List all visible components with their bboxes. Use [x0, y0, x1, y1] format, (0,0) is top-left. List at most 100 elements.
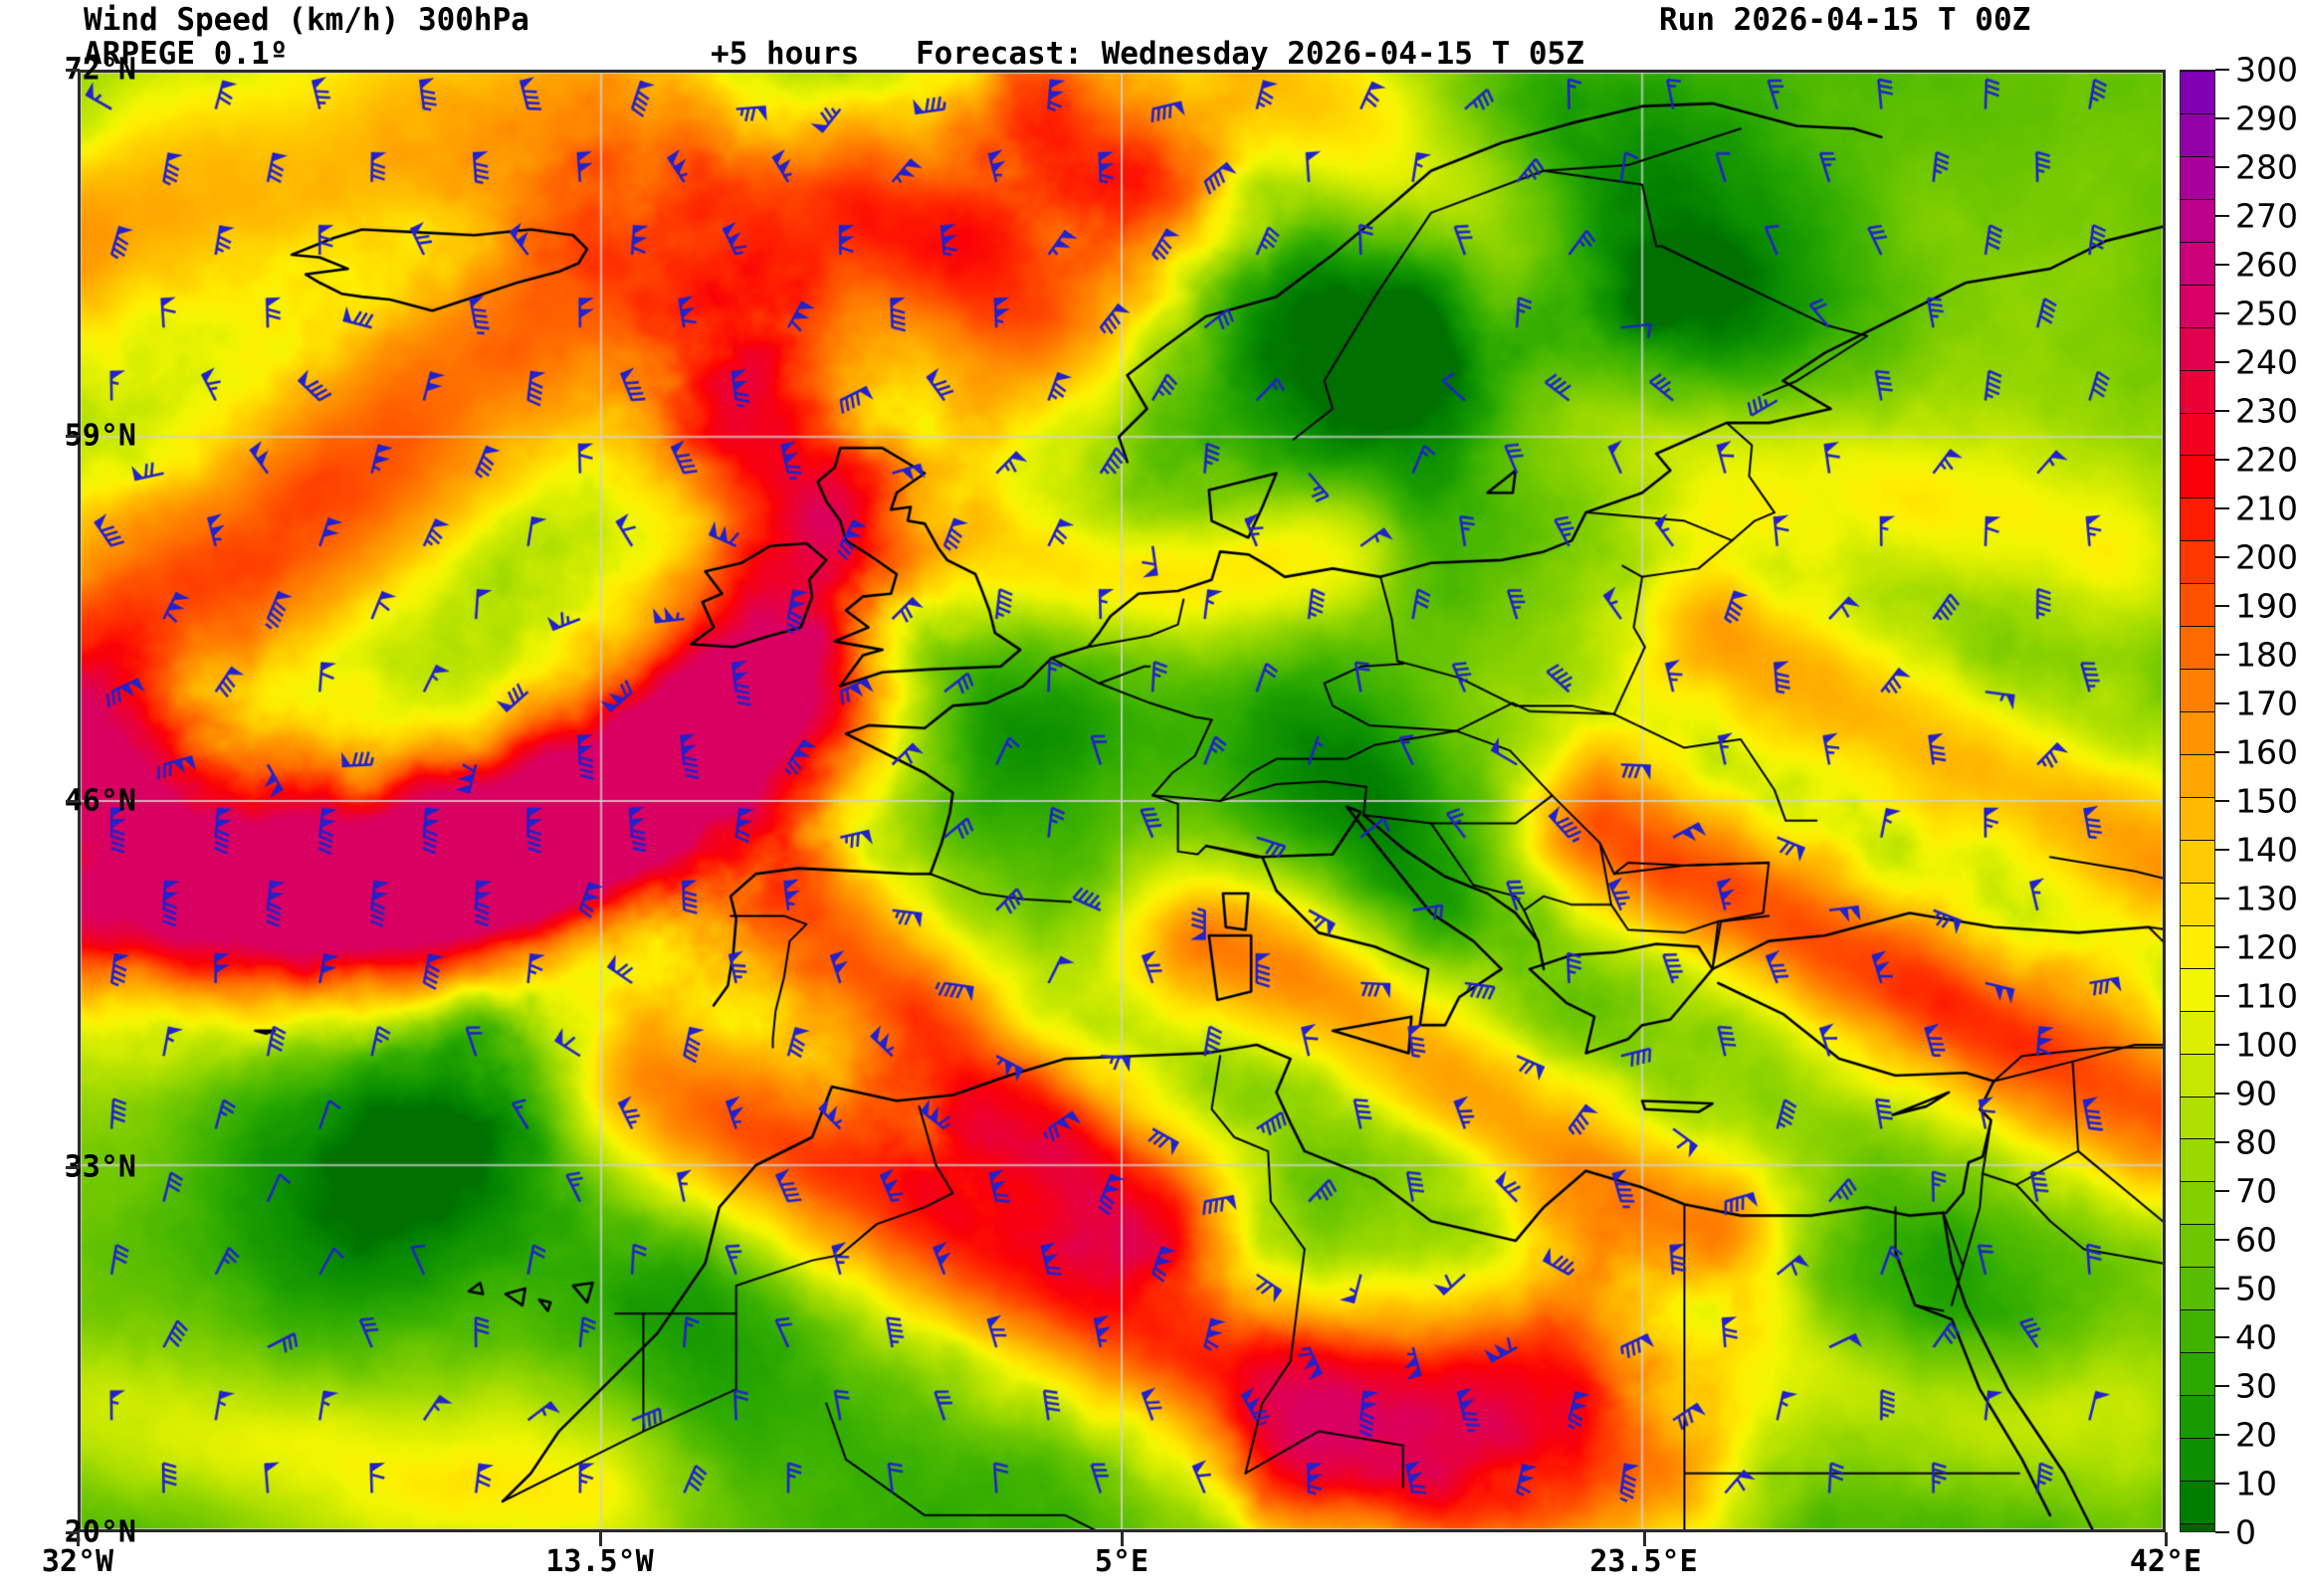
- colorbar-tick-label: 270: [2235, 196, 2298, 236]
- colorbar-segment: [2181, 967, 2214, 1011]
- colorbar-segment: [2181, 241, 2214, 285]
- colorbar-tick-label: 100: [2235, 1025, 2298, 1065]
- colorbar-tick-mark: [2215, 800, 2229, 802]
- colorbar-tick-label: 180: [2235, 635, 2298, 675]
- colorbar-tick-mark: [2215, 1434, 2229, 1436]
- colorbar-tick-label: 110: [2235, 976, 2298, 1016]
- colorbar-segment: [2181, 583, 2214, 627]
- colorbar-segment: [2181, 882, 2214, 925]
- colorbar-tick-label: 200: [2235, 537, 2298, 577]
- colorbar-tick-mark: [2215, 751, 2229, 753]
- colorbar-segment: [2181, 1309, 2214, 1353]
- colorbar-tick-label: 10: [2235, 1464, 2277, 1503]
- lon-tick-mark: [1121, 1532, 1124, 1546]
- colorbar-tick-mark: [2215, 1239, 2229, 1241]
- lon-tick-label: 23.5°E: [1589, 1544, 1698, 1579]
- colorbar-tick-mark: [2215, 1336, 2229, 1338]
- colorbar-tick-label: 80: [2235, 1122, 2277, 1162]
- colorbar-tick-mark: [2215, 312, 2229, 314]
- colorbar-segment: [2181, 540, 2214, 584]
- lat-tick-mark: [66, 1531, 80, 1534]
- colorbar-tick-mark: [2215, 1190, 2229, 1192]
- lat-tick-mark: [66, 800, 80, 803]
- colorbar-tick-mark: [2215, 507, 2229, 509]
- colorbar-tick-label: 240: [2235, 342, 2298, 382]
- colorbar-segment: [2181, 284, 2214, 327]
- colorbar-tick-label: 170: [2235, 684, 2298, 723]
- colorbar-tick-mark: [2215, 264, 2229, 266]
- colorbar-tick-mark: [2215, 215, 2229, 217]
- colorbar-tick-label: 210: [2235, 489, 2298, 528]
- colorbar-segment: [2181, 155, 2214, 199]
- page-title: Wind Speed (km/h) 300hPa: [84, 2, 529, 38]
- colorbar-tick-mark: [2215, 1483, 2229, 1485]
- header-bar: Wind Speed (km/h) 300hPa ARPEGE 0.1º +5 …: [0, 0, 2302, 72]
- colorbar-tick-mark: [2215, 1531, 2229, 1533]
- colorbar-segment: [2181, 1010, 2214, 1054]
- colorbar-segment: [2181, 369, 2214, 413]
- colorbar-tick-mark: [2215, 1044, 2229, 1046]
- colorbar-tick-label: 130: [2235, 879, 2298, 918]
- colorbar-tick-mark: [2215, 654, 2229, 656]
- colorbar-segment: [2181, 711, 2214, 754]
- colorbar-segment: [2181, 1096, 2214, 1139]
- colorbar-tick-mark: [2215, 459, 2229, 461]
- colorbar-segment: [2181, 839, 2214, 883]
- lat-tick-mark: [66, 69, 80, 72]
- colorbar-tick-mark: [2215, 117, 2229, 119]
- colorbar-tick-label: 50: [2235, 1269, 2277, 1308]
- colorbar-segment: [2181, 112, 2214, 156]
- map-plot-area[interactable]: [78, 70, 2166, 1532]
- colorbar-segment: [2181, 1438, 2214, 1481]
- lat-tick-mark: [66, 1165, 80, 1169]
- colorbar-segment: [2181, 1395, 2214, 1438]
- colorbar-segment: [2181, 498, 2214, 541]
- colorbar: [2180, 70, 2215, 1532]
- colorbar-tick-mark: [2215, 1288, 2229, 1290]
- colorbar-tick-label: 60: [2235, 1220, 2277, 1260]
- colorbar-segment: [2181, 71, 2214, 113]
- colorbar-segment: [2181, 626, 2214, 670]
- colorbar-tick-mark: [2215, 605, 2229, 607]
- model-label: ARPEGE 0.1º: [84, 36, 289, 72]
- colorbar-tick-label: 300: [2235, 50, 2298, 90]
- run-timestamp: Run 2026-04-15 T 00Z: [1659, 2, 2031, 38]
- colorbar-segment: [2181, 1224, 2214, 1268]
- lon-tick-mark: [598, 1532, 602, 1546]
- lon-tick-mark: [2165, 1532, 2168, 1546]
- colorbar-tick-label: 150: [2235, 781, 2298, 821]
- lon-tick-label: 42°E: [2129, 1544, 2202, 1579]
- colorbar-tick-mark: [2215, 702, 2229, 704]
- colorbar-tick-label: 230: [2235, 391, 2298, 431]
- colorbar-segment: [2181, 1181, 2214, 1225]
- colorbar-tick-mark: [2215, 946, 2229, 948]
- lon-tick-label: 32°W: [41, 1544, 114, 1579]
- colorbar-segment: [2181, 1522, 2214, 1531]
- colorbar-tick-mark: [2215, 995, 2229, 997]
- colorbar-tick-mark: [2215, 410, 2229, 412]
- colorbar-segment: [2181, 198, 2214, 242]
- colorbar-tick-label: 40: [2235, 1317, 2277, 1357]
- colorbar-segment: [2181, 1138, 2214, 1182]
- wind-speed-heatmap: [81, 73, 2163, 1529]
- colorbar-tick-mark: [2215, 898, 2229, 899]
- colorbar-tick-label: 20: [2235, 1415, 2277, 1455]
- colorbar-tick-label: 290: [2235, 99, 2298, 138]
- colorbar-segment: [2181, 1267, 2214, 1310]
- colorbar-tick-label: 190: [2235, 586, 2298, 626]
- colorbar-segment: [2181, 796, 2214, 840]
- colorbar-tick-mark: [2215, 1141, 2229, 1143]
- lon-tick-label: 5°E: [1094, 1544, 1150, 1579]
- colorbar-segment: [2181, 455, 2214, 499]
- colorbar-tick-label: 120: [2235, 927, 2298, 967]
- colorbar-tick-mark: [2215, 166, 2229, 168]
- lon-tick-mark: [77, 1532, 80, 1546]
- colorbar-tick-mark: [2215, 849, 2229, 851]
- forecast-timestamp: Forecast: Wednesday 2026-04-15 T 05Z: [916, 36, 1584, 72]
- colorbar-segment: [2181, 326, 2214, 370]
- forecast-step: +5 hours: [711, 36, 860, 72]
- colorbar-tick-label: 160: [2235, 732, 2298, 772]
- lon-tick-label: 13.5°W: [545, 1544, 654, 1579]
- colorbar-tick-label: 140: [2235, 830, 2298, 870]
- colorbar-tick-label: 220: [2235, 440, 2298, 480]
